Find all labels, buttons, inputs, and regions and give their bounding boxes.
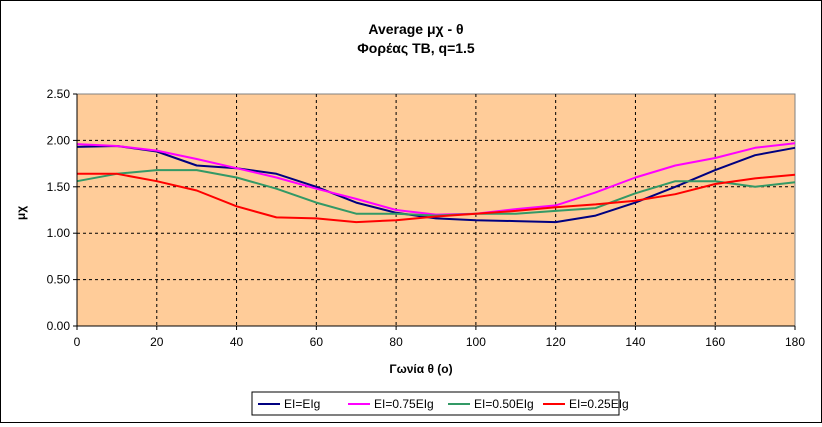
y-tick-label: 2.50 bbox=[47, 87, 71, 101]
y-tick-label: 1.00 bbox=[47, 226, 71, 240]
y-tick-label: 0.00 bbox=[47, 319, 71, 333]
legend-box bbox=[251, 391, 620, 416]
x-tick-label: 60 bbox=[310, 335, 324, 349]
legend: EI=EIg EI=0.75EIg EI=0.50EIg EI=0.25EIg bbox=[251, 391, 629, 416]
series-line-4 bbox=[77, 172, 796, 224]
legend-label: EI=0.50EIg bbox=[474, 397, 534, 411]
chart-title: Average μχ - θ bbox=[368, 21, 463, 37]
x-tick-label: 40 bbox=[230, 335, 244, 349]
y-tick-label: 2.00 bbox=[47, 133, 71, 147]
x-tick-label: 160 bbox=[705, 335, 725, 349]
y-axis-title: μχ bbox=[14, 206, 28, 220]
y-axis-ticks: 0.00 0.50 1.00 1.50 2.00 2.50 bbox=[47, 87, 78, 333]
series-line-1 bbox=[76, 145, 796, 224]
chart-subtitle: Φορέας TB, q=1.5 bbox=[357, 40, 475, 56]
x-axis-title: Γωνία θ (ο) bbox=[389, 362, 452, 376]
x-tick-label: 80 bbox=[389, 335, 403, 349]
x-tick-label: 120 bbox=[546, 335, 566, 349]
series-layer bbox=[76, 142, 796, 224]
legend-label: EI=0.75EIg bbox=[374, 397, 434, 411]
plot-area bbox=[76, 93, 796, 327]
x-tick-label: 140 bbox=[625, 335, 645, 349]
legend-label: EI=EIg bbox=[284, 397, 320, 411]
x-axis-ticks: 0 20 40 60 80 100 120 140 160 180 bbox=[74, 325, 805, 349]
x-tick-label: 180 bbox=[785, 335, 805, 349]
y-tick-label: 0.50 bbox=[47, 273, 71, 287]
x-tick-label: 100 bbox=[466, 335, 486, 349]
x-tick-label: 0 bbox=[74, 335, 81, 349]
x-tick-label: 20 bbox=[150, 335, 164, 349]
y-tick-label: 1.50 bbox=[47, 180, 71, 194]
legend-label: EI=0.25EIg bbox=[569, 397, 629, 411]
